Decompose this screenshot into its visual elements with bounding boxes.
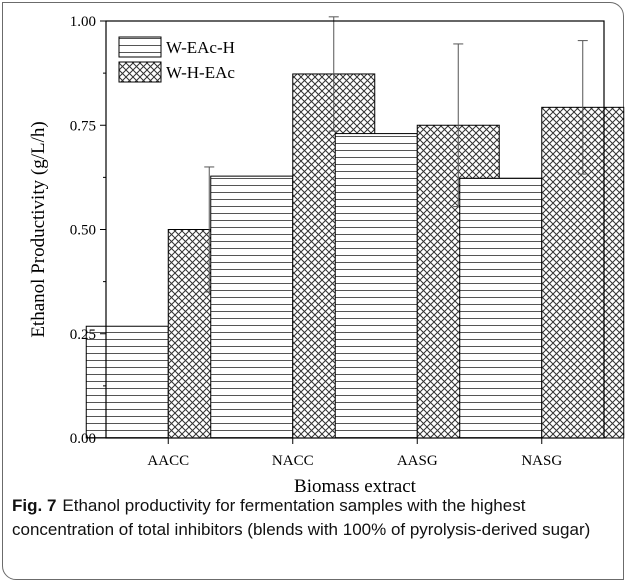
legend: W-EAc-H W-H-EAc bbox=[118, 36, 235, 83]
y-tick-label: 0.75 bbox=[70, 118, 96, 134]
caption-label: Fig. 7 bbox=[12, 496, 57, 515]
legend-swatch-w-h-eac bbox=[118, 61, 162, 83]
bar-w-eac-h-nacc bbox=[210, 175, 294, 439]
y-tick-label: 1.00 bbox=[70, 14, 96, 30]
x-tick-label: AACC bbox=[147, 453, 189, 469]
legend-swatch-w-eac-h bbox=[118, 36, 162, 58]
bar-chart: AACC NACC AASG NASG 0.00 0.25 0.50 0.75 1.00 Biom… bbox=[28, 14, 625, 495]
bar-w-eac-h-nasg bbox=[459, 177, 543, 439]
x-axis-title: Biomass extract bbox=[294, 476, 417, 495]
caption-text: Ethanol productivity for fermentation sa… bbox=[12, 496, 591, 539]
y-tick-label: 0.25 bbox=[70, 327, 96, 343]
legend-label-w-eac-h: W-EAc-H bbox=[166, 38, 235, 57]
x-tick-label: NACC bbox=[272, 453, 314, 469]
bar-w-eac-h-aacc bbox=[85, 325, 169, 439]
bar-w-eac-h-aasg bbox=[334, 133, 418, 439]
legend-label-w-h-eac: W-H-EAc bbox=[166, 63, 235, 82]
y-axis-title: Ethanol Productivity (g/L/h) bbox=[28, 121, 49, 337]
x-tick-label: AASG bbox=[397, 453, 438, 469]
y-tick-label: 0.50 bbox=[70, 223, 96, 239]
x-tick-label: NASG bbox=[521, 453, 562, 469]
y-tick-label: 0.00 bbox=[70, 431, 96, 447]
figure-caption: Fig. 7 Ethanol productivity for fermentat… bbox=[12, 494, 612, 542]
